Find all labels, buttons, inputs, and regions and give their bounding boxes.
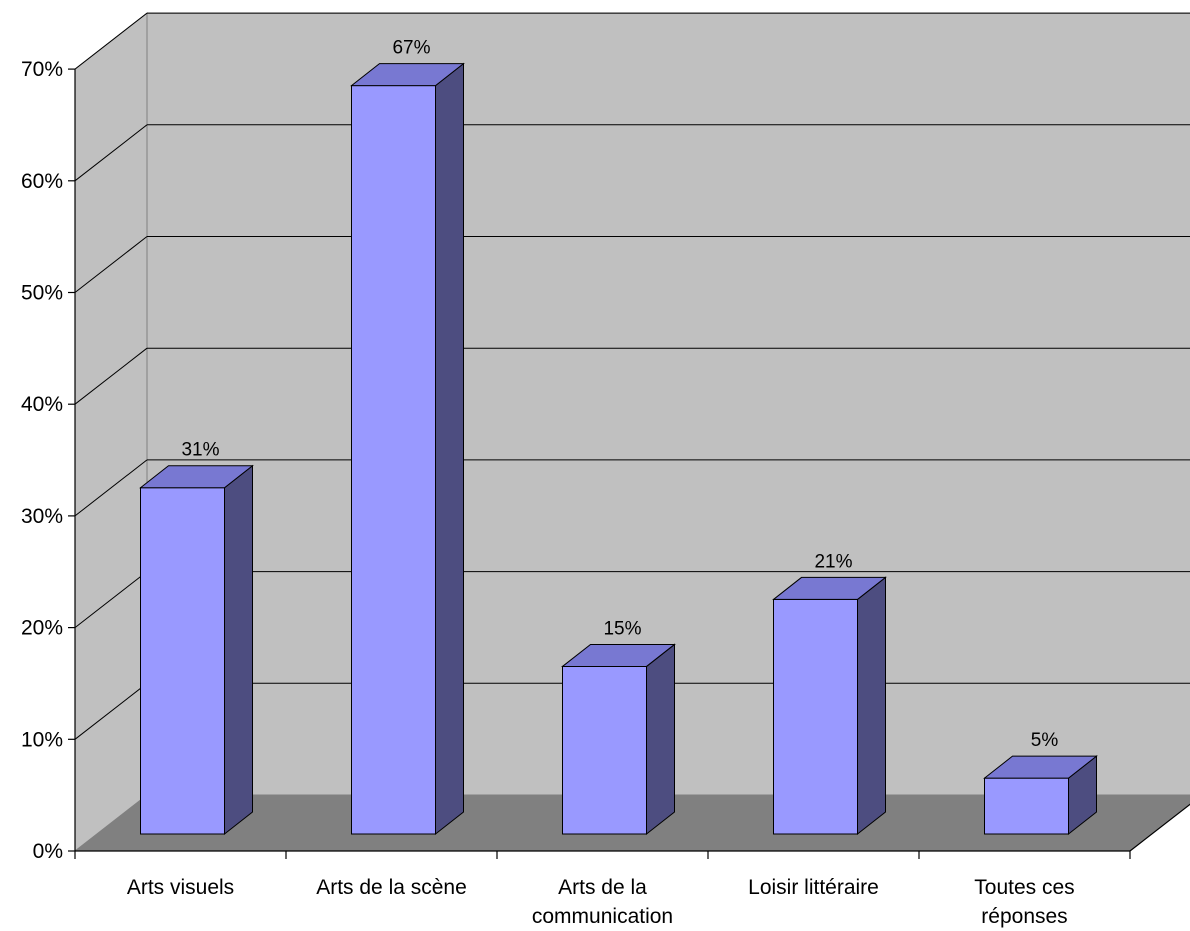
x-category-label-line: Arts de la scène xyxy=(316,876,467,899)
labels: 0% 10% 20% 30% 40% 50% 60% 70% 31% 67% 15% 21% 5% Art… xyxy=(21,38,1075,928)
x-category-label-line: réponses xyxy=(981,905,1067,928)
gridline-side xyxy=(74,682,148,740)
bar-side xyxy=(857,576,886,836)
data-label: 21% xyxy=(814,551,852,572)
x-category-label-line: Loisir littéraire xyxy=(748,876,879,899)
bar xyxy=(350,62,465,836)
data-label: 5% xyxy=(1031,730,1059,751)
bar xyxy=(983,755,1098,836)
x-category-label: Arts visuels xyxy=(127,876,234,899)
x-category-label-line: Toutes ces xyxy=(974,876,1074,899)
bar-side xyxy=(224,464,253,836)
axes xyxy=(68,68,1190,859)
bar-top xyxy=(139,465,254,489)
gridline-side xyxy=(74,236,148,293)
bar-top xyxy=(772,576,887,600)
bar-front xyxy=(773,598,858,835)
floor-edge xyxy=(1129,803,1190,852)
gridline-side xyxy=(74,347,148,405)
bar-front xyxy=(351,85,436,835)
gridlines xyxy=(74,12,1190,740)
x-category-label: Arts de la scène xyxy=(316,876,467,899)
y-tick-label: 60% xyxy=(21,170,63,193)
y-tick-label: 40% xyxy=(21,393,63,416)
y-tick-label: 50% xyxy=(21,282,63,305)
gridline-side xyxy=(74,124,148,182)
y-tick-label: 20% xyxy=(21,617,63,640)
data-label: 67% xyxy=(392,38,430,59)
bar xyxy=(139,464,254,836)
x-category-label-line: Arts de la xyxy=(558,876,647,899)
x-category-label: Toutes ces réponses xyxy=(974,876,1074,928)
gridline-side xyxy=(74,12,148,70)
bar xyxy=(772,576,887,836)
x-category-label-line: Arts visuels xyxy=(127,876,234,899)
bar-front xyxy=(562,665,647,835)
bar-top xyxy=(983,755,1098,779)
bars xyxy=(139,62,1098,836)
bar-top xyxy=(561,643,676,667)
gridline-side xyxy=(74,571,148,628)
bar xyxy=(561,643,676,836)
bar-side xyxy=(435,62,464,836)
y-tick-label: 30% xyxy=(21,505,63,528)
y-tick-label: 0% xyxy=(33,840,63,863)
side-wall xyxy=(74,12,148,853)
y-tick-label: 10% xyxy=(21,728,63,751)
bar-front xyxy=(140,487,225,835)
y-tick-label: 70% xyxy=(21,58,63,81)
x-category-label: Loisir littéraire xyxy=(748,876,879,899)
gridline-side xyxy=(74,459,148,517)
data-label: 31% xyxy=(181,440,219,461)
x-category-label-line: communication xyxy=(532,905,673,928)
bar-front xyxy=(984,777,1069,835)
bar-top xyxy=(350,63,465,87)
data-label: 15% xyxy=(603,618,641,639)
bar-side xyxy=(646,643,675,836)
x-category-label: Arts de la communication xyxy=(532,876,673,928)
